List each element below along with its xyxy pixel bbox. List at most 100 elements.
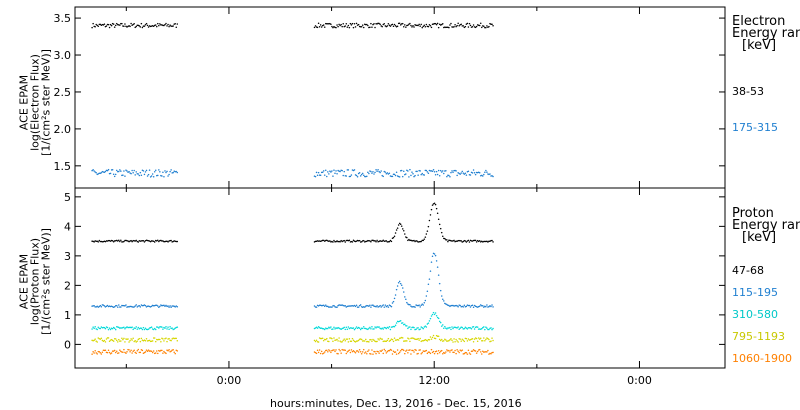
proton-point: [333, 337, 335, 339]
proton-point: [370, 339, 372, 341]
proton-point: [101, 306, 103, 308]
proton-point: [331, 338, 333, 340]
electron-point: [382, 176, 384, 178]
electron-point: [367, 172, 369, 174]
proton-point: [419, 349, 421, 351]
proton-point: [165, 326, 167, 328]
electron-point: [454, 24, 456, 26]
proton-point: [406, 237, 408, 239]
proton-point: [482, 340, 484, 342]
proton-point: [451, 349, 453, 351]
electron-point: [145, 24, 147, 26]
electron-point: [416, 171, 418, 173]
proton-point: [377, 351, 379, 353]
proton-point: [152, 340, 154, 342]
electron-point: [157, 175, 159, 177]
proton-point: [417, 353, 419, 355]
proton-point: [439, 321, 441, 323]
electron-point: [412, 173, 414, 175]
proton-point: [480, 351, 482, 353]
proton-point: [331, 306, 333, 308]
proton-point: [348, 341, 350, 343]
proton-point: [117, 306, 119, 308]
proton-point: [452, 341, 454, 343]
electron-point: [145, 171, 147, 173]
proton-point: [363, 326, 365, 328]
electron-point: [348, 169, 350, 171]
proton-point: [398, 282, 400, 284]
proton-point: [491, 329, 493, 331]
proton-point: [142, 329, 144, 331]
electron-point: [153, 176, 155, 178]
electron-point: [486, 25, 488, 27]
proton-point: [124, 341, 126, 343]
proton-point: [374, 351, 376, 353]
proton-point: [108, 329, 110, 331]
proton-point: [459, 305, 461, 307]
electron-point: [462, 171, 464, 173]
proton-point: [115, 338, 117, 340]
proton-point: [446, 239, 448, 241]
proton-point: [359, 327, 361, 329]
proton-point: [428, 284, 430, 286]
proton-point: [382, 353, 384, 355]
proton-point: [460, 340, 462, 342]
electron-point: [392, 176, 394, 178]
proton-point: [406, 349, 408, 351]
proton-point: [431, 338, 433, 340]
electron-point: [315, 25, 317, 27]
proton-point: [466, 352, 468, 354]
proton-point: [393, 237, 395, 239]
proton-point: [113, 340, 115, 342]
electron-point: [469, 23, 471, 25]
proton-point: [92, 351, 94, 353]
electron-point: [437, 23, 439, 25]
proton-point: [118, 304, 120, 306]
proton-point: [402, 337, 404, 339]
electron-point: [342, 175, 344, 177]
proton-point: [116, 351, 118, 353]
proton-point: [327, 328, 329, 330]
electron-point: [410, 25, 412, 27]
proton-point: [169, 305, 171, 307]
electron-point: [357, 176, 359, 178]
proton-point: [365, 351, 367, 353]
proton-point: [414, 306, 416, 308]
electron-point: [167, 24, 169, 26]
proton-point: [438, 336, 440, 338]
electron-point: [436, 171, 438, 173]
proton-point: [442, 236, 444, 238]
proton-point: [484, 329, 486, 331]
electron-point: [473, 24, 475, 26]
proton-point: [134, 305, 136, 307]
electron-point: [375, 169, 377, 171]
proton-point: [451, 326, 453, 328]
proton-point: [462, 349, 464, 351]
electron-point: [337, 26, 339, 28]
proton-point: [406, 302, 408, 304]
proton-point: [398, 353, 400, 355]
electron-point: [341, 170, 343, 172]
electron-point: [332, 175, 334, 177]
proton-point: [469, 305, 471, 307]
proton-point: [407, 328, 409, 330]
proton-point: [338, 337, 340, 339]
proton-point: [171, 327, 173, 329]
proton-point: [316, 306, 318, 308]
proton-point: [364, 340, 366, 342]
electron-point: [362, 24, 364, 26]
proton-point: [170, 340, 172, 342]
proton-point: [346, 353, 348, 355]
electron-point: [162, 172, 164, 174]
proton-point: [490, 353, 492, 355]
electron-point: [116, 170, 118, 172]
electron-point: [319, 26, 321, 28]
proton-point: [425, 300, 427, 302]
electron-point: [424, 174, 426, 176]
proton-point: [430, 270, 432, 272]
electron-point: [397, 26, 399, 28]
proton-point: [423, 240, 425, 242]
proton-point: [342, 340, 344, 342]
proton-point: [397, 349, 399, 351]
proton-point: [165, 337, 167, 339]
